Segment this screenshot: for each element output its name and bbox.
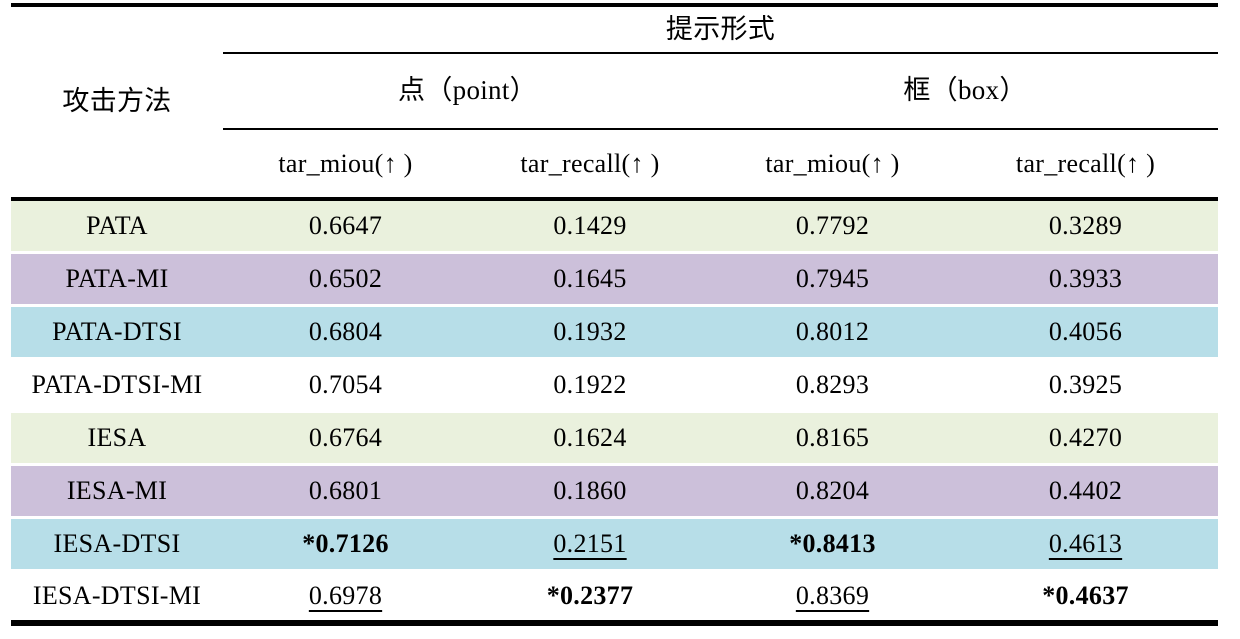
value-cell: 0.1429 (468, 199, 712, 254)
value-cell: 0.1922 (468, 358, 712, 413)
value-cell-best: *0.8413 (712, 517, 953, 572)
point-group-header: 点（point） (223, 53, 712, 130)
value-cell: 0.6647 (223, 199, 468, 254)
table-row-iesa-dtsi-mi: IESA-DTSI-MI 0.6978 *0.2377 0.8369 *0.46… (11, 570, 1219, 623)
value-cell: 0.1860 (468, 464, 712, 519)
value-cell: 0.7792 (712, 199, 953, 254)
value-cell-second: 0.4613 (953, 517, 1219, 572)
value-cell: 0.6502 (223, 252, 468, 307)
value-cell-second: 0.6978 (223, 570, 468, 623)
value-cell: 0.6804 (223, 305, 468, 360)
subcol-tar-recall-box: tar_recall(↑ ) (953, 129, 1219, 201)
results-table: 攻击方法 提示形式 点（point） 框（box） tar_miou(↑ ) t… (11, 3, 1219, 626)
value-cell: 0.3289 (953, 199, 1219, 254)
value-cell: 0.4402 (953, 464, 1219, 519)
table-row-pata: PATA 0.6647 0.1429 0.7792 0.3289 (11, 199, 1219, 254)
header-row-subcolumns: tar_miou(↑ ) tar_recall(↑ ) tar_miou(↑ )… (11, 129, 1219, 201)
method-cell: IESA-MI (11, 464, 223, 519)
value-cell: 0.1624 (468, 411, 712, 466)
method-cell: IESA-DTSI (11, 517, 223, 572)
header-row-groups: 点（point） 框（box） (11, 53, 1219, 130)
value-cell: 0.6801 (223, 464, 468, 519)
table-row-pata-dtsi-mi: PATA-DTSI-MI 0.7054 0.1922 0.8293 0.3925 (11, 358, 1219, 413)
table-row-pata-mi: PATA-MI 0.6502 0.1645 0.7945 0.3933 (11, 252, 1219, 307)
value-cell-best: *0.2377 (468, 570, 712, 623)
subcol-tar-recall-point: tar_recall(↑ ) (468, 129, 712, 201)
table-row-iesa: IESA 0.6764 0.1624 0.8165 0.4270 (11, 411, 1219, 466)
value-cell-best: *0.4637 (953, 570, 1219, 623)
value-cell: 0.3933 (953, 252, 1219, 307)
method-cell: PATA-DTSI (11, 305, 223, 360)
value-cell: 0.1645 (468, 252, 712, 307)
value-cell: 0.8293 (712, 358, 953, 413)
subcol-tar-miou-box: tar_miou(↑ ) (712, 129, 953, 201)
value-cell-second: 0.2151 (468, 517, 712, 572)
value-cell: 0.7054 (223, 358, 468, 413)
subcol-tar-miou-point: tar_miou(↑ ) (223, 129, 468, 201)
table-row-iesa-mi: IESA-MI 0.6801 0.1860 0.8204 0.4402 (11, 464, 1219, 519)
attack-method-header: 攻击方法 (11, 5, 223, 201)
header-row-prompt-form: 攻击方法 提示形式 (11, 5, 1219, 201)
value-cell-best: *0.7126 (223, 517, 468, 572)
value-cell-second: 0.8369 (712, 570, 953, 623)
method-cell: IESA-DTSI-MI (11, 570, 223, 623)
value-cell: 0.7945 (712, 252, 953, 307)
prompt-form-header: 提示形式 (223, 5, 1219, 54)
value-cell: 0.4056 (953, 305, 1219, 360)
value-cell: 0.1932 (468, 305, 712, 360)
value-cell: 0.6764 (223, 411, 468, 466)
table-row-pata-dtsi: PATA-DTSI 0.6804 0.1932 0.8012 0.4056 (11, 305, 1219, 360)
value-cell: 0.4270 (953, 411, 1219, 466)
box-group-header: 框（box） (712, 53, 1219, 130)
value-cell: 0.3925 (953, 358, 1219, 413)
table-row-iesa-dtsi: IESA-DTSI *0.7126 0.2151 *0.8413 0.4613 (11, 517, 1219, 572)
method-cell: PATA-DTSI-MI (11, 358, 223, 413)
value-cell: 0.8165 (712, 411, 953, 466)
value-cell: 0.8012 (712, 305, 953, 360)
method-cell: PATA (11, 199, 223, 254)
method-cell: IESA (11, 411, 223, 466)
method-cell: PATA-MI (11, 252, 223, 307)
value-cell: 0.8204 (712, 464, 953, 519)
